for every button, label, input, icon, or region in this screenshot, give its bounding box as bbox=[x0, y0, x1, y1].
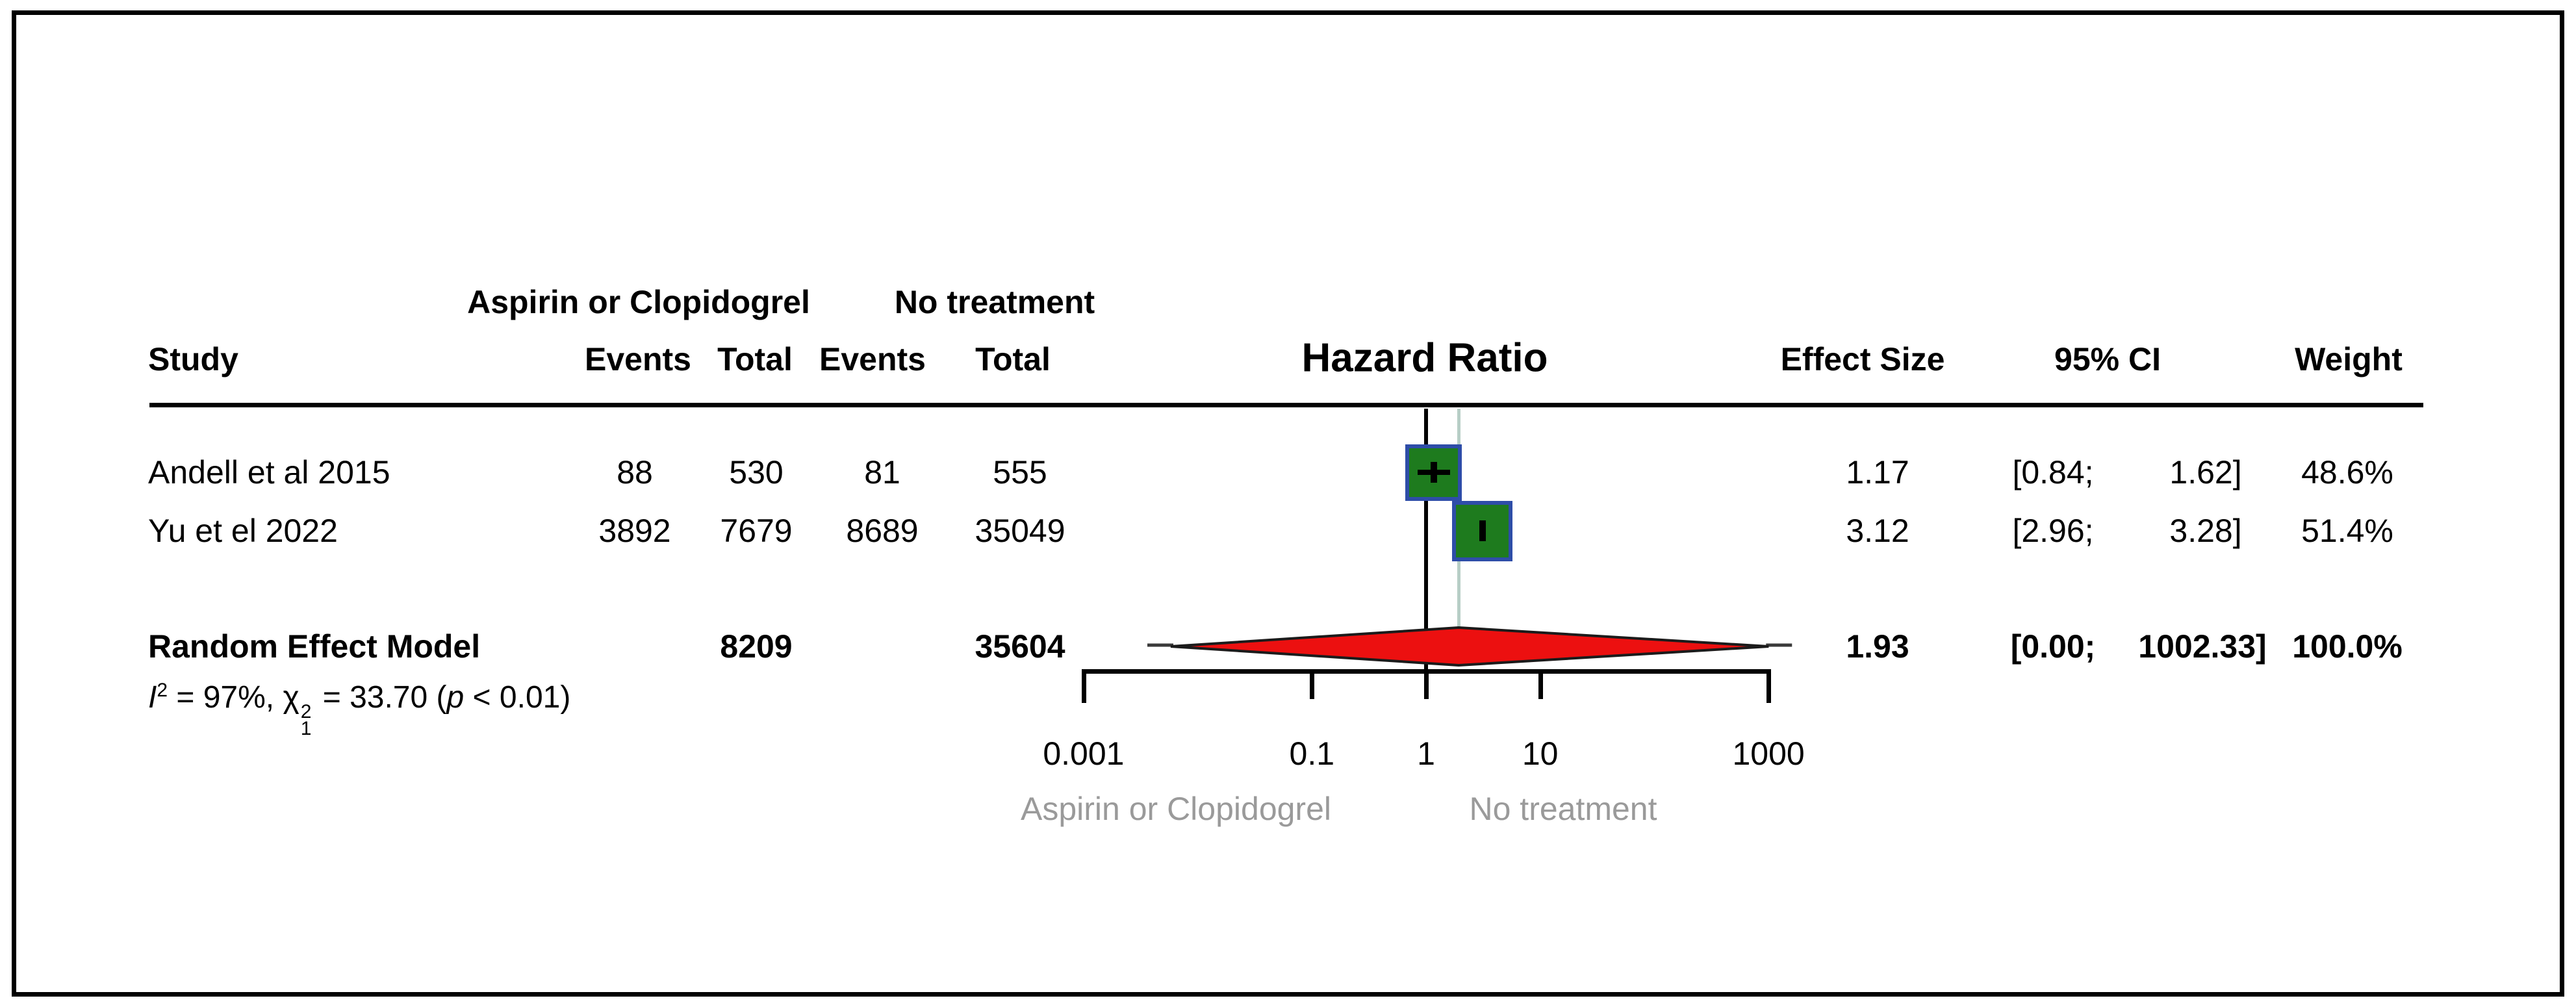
summary-model-label: Random Effect Model bbox=[148, 628, 481, 665]
summary-weight: 100.0% bbox=[2292, 628, 2403, 665]
axis-right-group-label: No treatment bbox=[1469, 791, 1657, 827]
x-axis-tick bbox=[1766, 669, 1772, 703]
events-control-value: 81 bbox=[864, 454, 900, 491]
column-header-study: Study bbox=[148, 341, 238, 377]
column-header-weight: Weight bbox=[2295, 341, 2403, 377]
p-symbol: p bbox=[446, 680, 465, 715]
x-axis-tick bbox=[1538, 669, 1543, 699]
x-tick-label: 0.001 bbox=[1043, 735, 1125, 772]
x-tick-label: 0.1 bbox=[1289, 735, 1335, 772]
x-tick-label: 1 bbox=[1417, 735, 1435, 772]
summary-total-control: 35604 bbox=[975, 628, 1065, 665]
summary-ci-low: [0.00; bbox=[2010, 628, 2096, 665]
x-axis-tick bbox=[1310, 669, 1315, 699]
events-control-value: 8689 bbox=[846, 513, 919, 549]
x-axis-tick bbox=[1081, 669, 1086, 703]
column-header-events-treatment: Events bbox=[585, 341, 691, 377]
x-tick-label: 1000 bbox=[1732, 735, 1805, 772]
total-control-value: 555 bbox=[993, 454, 1047, 491]
column-header-ci: 95% CI bbox=[2054, 341, 2161, 377]
ci-high-value: 3.28] bbox=[2169, 513, 2242, 549]
events-treatment-value: 88 bbox=[617, 454, 653, 491]
header-rule bbox=[149, 403, 2423, 407]
reference-line-hr1 bbox=[1424, 409, 1428, 672]
x-axis-tick bbox=[1424, 669, 1429, 699]
study-weight-square bbox=[1405, 444, 1462, 501]
ci-low-value: [0.84; bbox=[2012, 454, 2094, 491]
group-header-control: No treatment bbox=[894, 284, 1095, 320]
column-header-total-control: Total bbox=[975, 341, 1051, 377]
ci-high-value: 1.62] bbox=[2169, 454, 2242, 491]
study-name: Yu et el 2022 bbox=[148, 513, 338, 549]
effect-size-value: 3.12 bbox=[1846, 513, 1909, 549]
ci-low-value: [2.96; bbox=[2012, 513, 2094, 549]
group-header-treatment: Aspirin or Clopidogrel bbox=[467, 284, 810, 320]
figure-border bbox=[12, 10, 2564, 997]
events-treatment-value: 3892 bbox=[598, 513, 671, 549]
column-header-effect-size: Effect Size bbox=[1780, 341, 1945, 377]
total-treatment-value: 7679 bbox=[720, 513, 793, 549]
study-point-estimate-tick bbox=[1430, 462, 1437, 483]
summary-ci-high: 1002.33] bbox=[2138, 628, 2267, 665]
study-name: Andell et al 2015 bbox=[148, 454, 390, 491]
effect-size-value: 1.17 bbox=[1846, 454, 1909, 491]
column-header-hazard-ratio: Hazard Ratio bbox=[1301, 335, 1548, 381]
axis-left-group-label: Aspirin or Clopidogrel bbox=[1020, 791, 1332, 827]
weight-value: 48.6% bbox=[2301, 454, 2393, 491]
x-tick-label: 10 bbox=[1522, 735, 1559, 772]
total-treatment-value: 530 bbox=[729, 454, 784, 491]
summary-total-treatment: 8209 bbox=[720, 628, 793, 665]
i-squared-symbol: I bbox=[148, 680, 157, 715]
column-header-total-treatment: Total bbox=[717, 341, 793, 377]
summary-effect-size: 1.93 bbox=[1846, 628, 1909, 665]
chi-squared-symbol: χ bbox=[283, 680, 300, 715]
column-header-events-control: Events bbox=[819, 341, 926, 377]
total-control-value: 35049 bbox=[975, 513, 1065, 549]
study-point-estimate-tick bbox=[1479, 520, 1486, 541]
weight-value: 51.4% bbox=[2301, 513, 2393, 549]
